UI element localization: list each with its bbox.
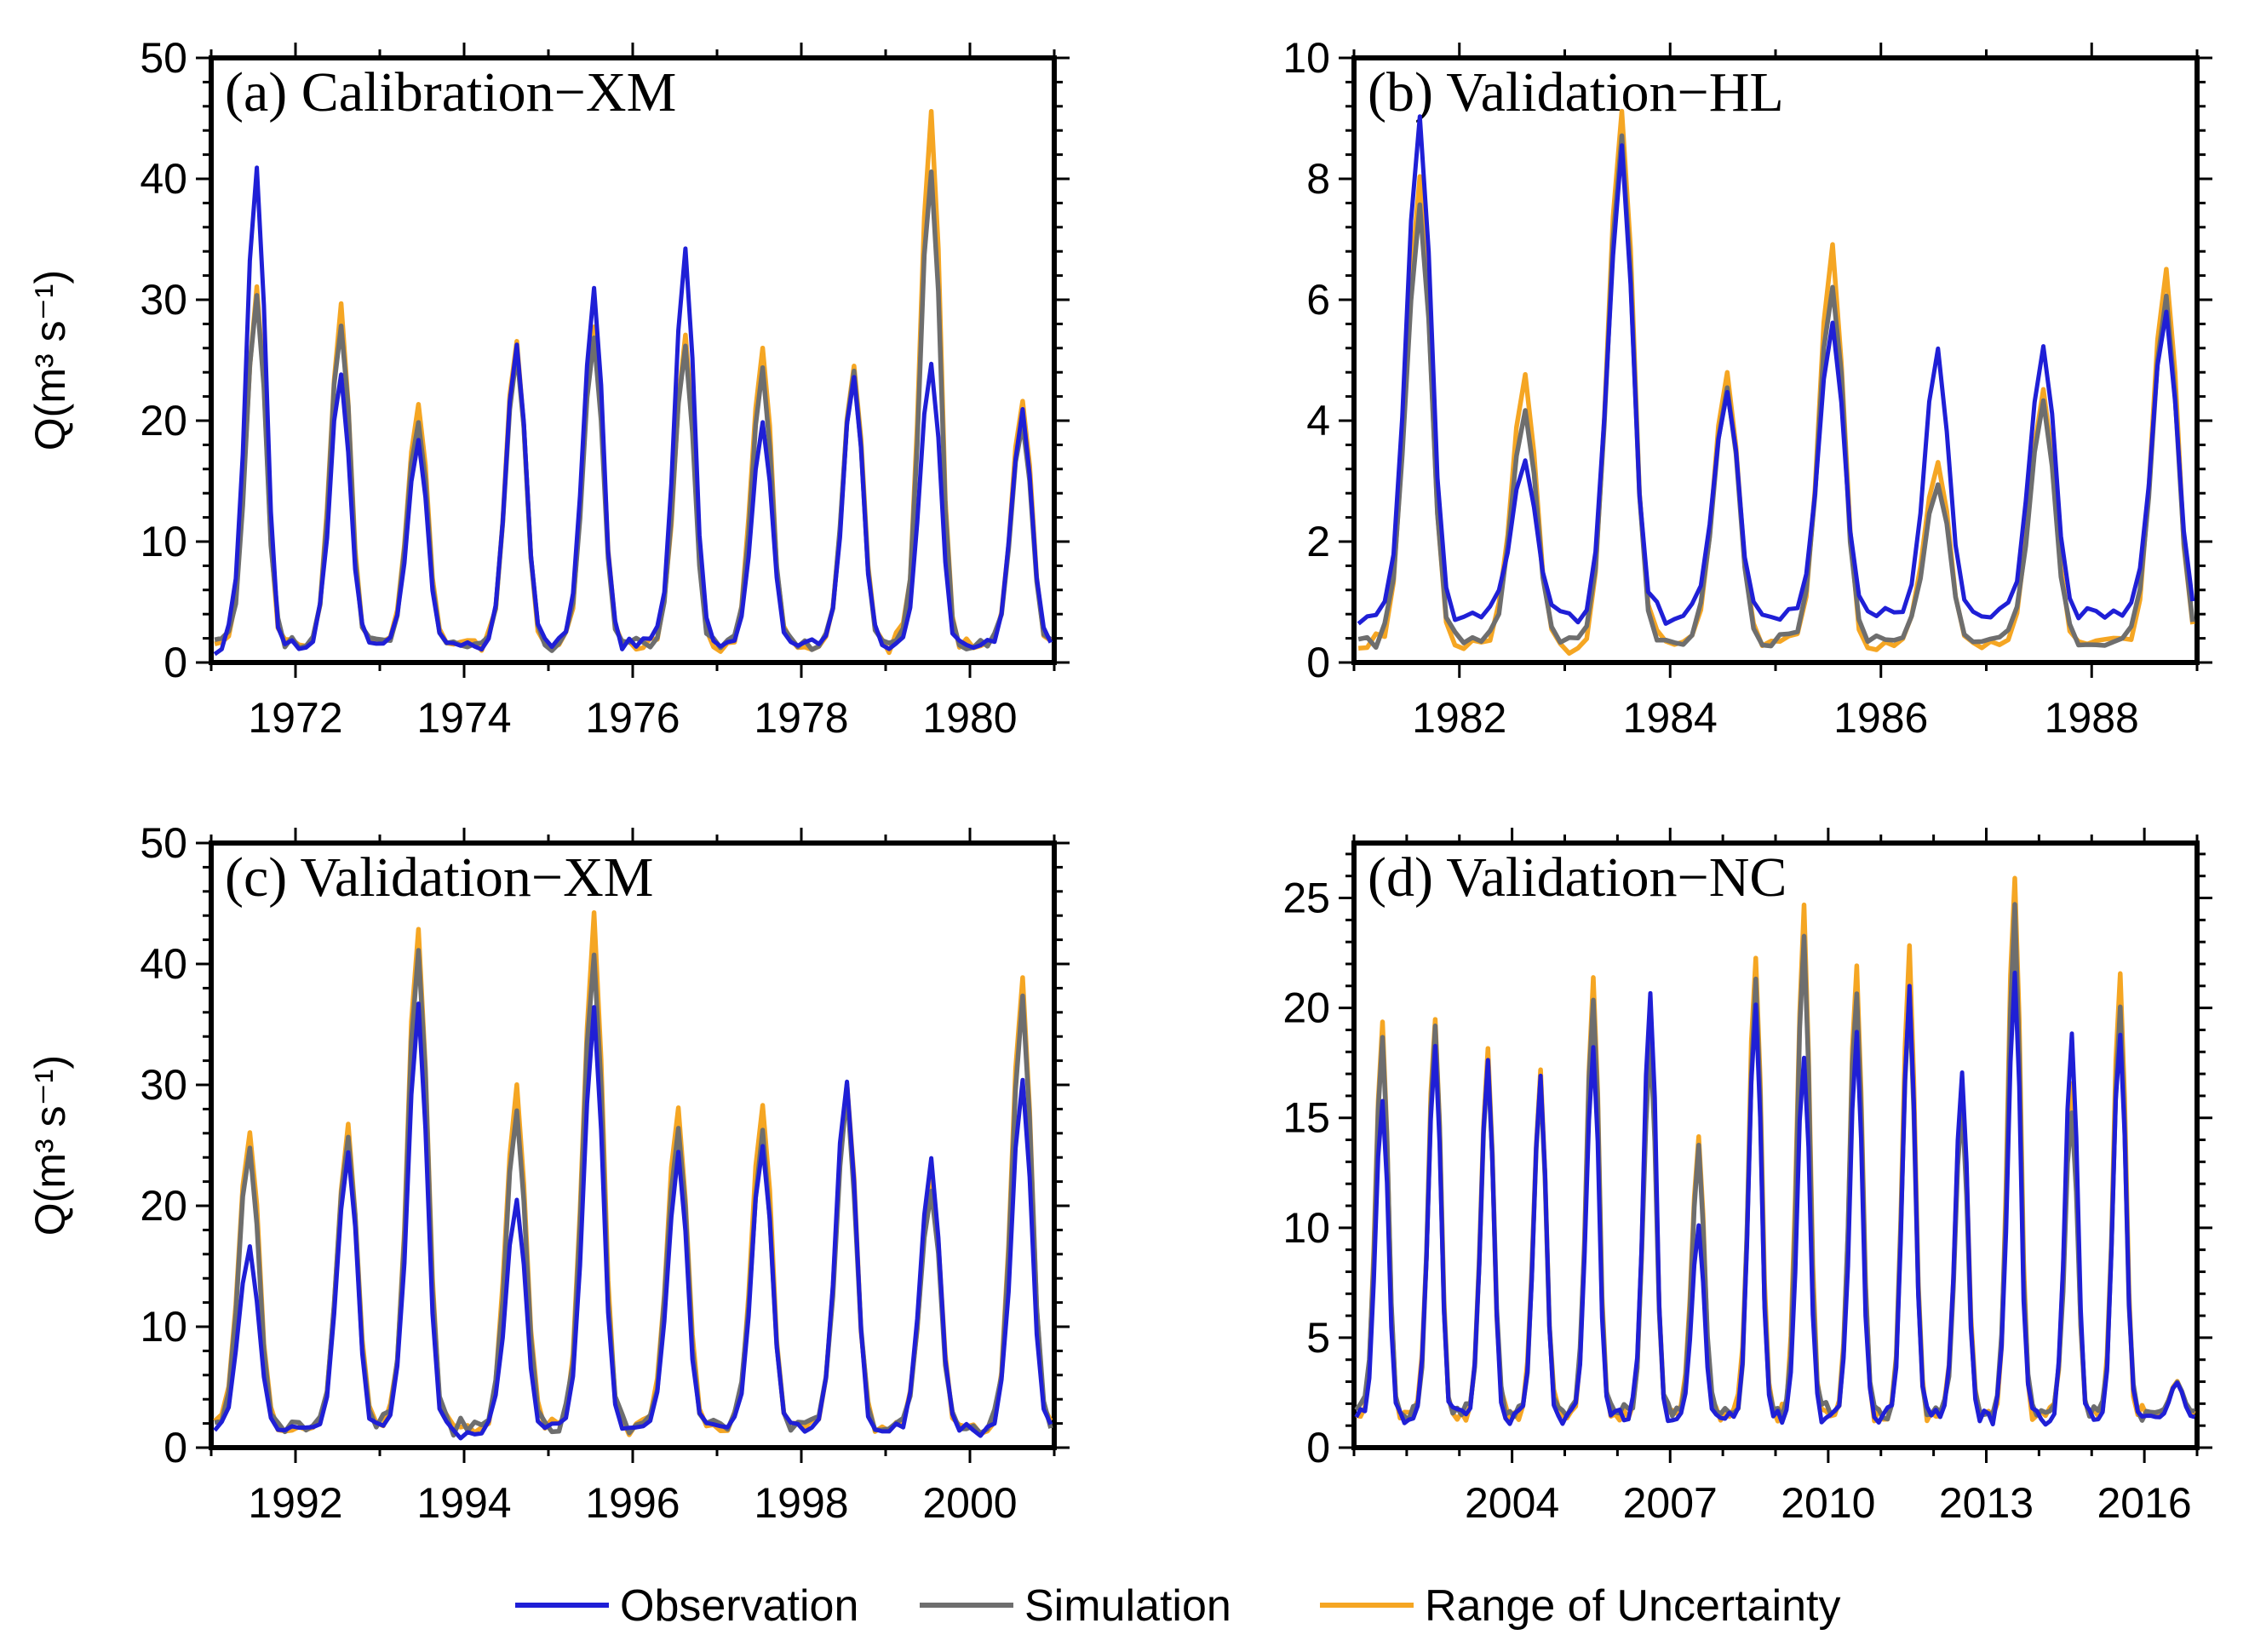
- panel-title: (c) Validation−XM: [225, 846, 653, 909]
- y-tick-label: 50: [140, 819, 187, 867]
- series-line-observation: [213, 165, 1053, 657]
- y-tick-label: 50: [140, 34, 187, 82]
- panel-title: (d) Validation−NC: [1368, 846, 1787, 909]
- legend-label-simulation: Simulation: [1024, 1581, 1231, 1631]
- y-axis-label: Q(m³ s⁻¹): [26, 1055, 74, 1236]
- y-tick-label: 30: [140, 276, 187, 324]
- y-tick-label: 25: [1282, 875, 1330, 922]
- y-tick-label: 30: [140, 1061, 187, 1109]
- legend-label-observation: Observation: [620, 1581, 858, 1631]
- x-tick-label: 2007: [1623, 1479, 1718, 1527]
- plot-frame: [1351, 55, 2200, 665]
- x-tick-label: 1992: [248, 1479, 342, 1527]
- y-tick-label: 40: [140, 155, 187, 203]
- y-tick-label: 0: [164, 639, 187, 686]
- panel-4: 0 5 10 15 20 25 2004 2007 2010 2013 2016 (d) Valida…: [1282, 828, 2212, 1527]
- y-tick-label: 20: [1282, 984, 1330, 1032]
- y-tick-label: 2: [1306, 518, 1330, 565]
- x-tick-label: 2010: [1781, 1479, 1875, 1527]
- x-tick-label: 1994: [416, 1479, 511, 1527]
- y-tick-label: 0: [164, 1424, 187, 1471]
- panel-title: (a) Calibration−XM: [225, 61, 676, 123]
- y-tick-label: 0: [1306, 1424, 1330, 1471]
- x-tick-label: 1984: [1623, 694, 1718, 742]
- x-tick-label: 2013: [1939, 1479, 2034, 1527]
- x-tick-label: 1996: [585, 1479, 680, 1527]
- x-tick-label: 2004: [1465, 1479, 1559, 1527]
- x-tick-label: 1978: [754, 694, 848, 742]
- x-tick-label: 1976: [585, 694, 680, 742]
- series-line-simulation: [1357, 133, 2195, 651]
- series-line-observation: [213, 1001, 1053, 1441]
- y-tick-label: 10: [140, 1303, 187, 1351]
- series-line-range-of-uncertainty: [213, 909, 1053, 1437]
- y-tick-label: 15: [1282, 1094, 1330, 1142]
- y-tick-label: 20: [140, 397, 187, 445]
- x-tick-label: 1972: [248, 694, 342, 742]
- y-tick-label: 6: [1306, 276, 1330, 324]
- panel-1: 0 10 20 30 40 50 1972 1974 1976 1978 1980 (a) Calib…: [26, 34, 1070, 742]
- y-tick-label: 10: [1282, 34, 1330, 82]
- panel-2: 0 2 4 6 8 10 1982 1984 1986 1988 (b) Validation−HL: [1282, 34, 2212, 742]
- x-tick-label: 1988: [2045, 694, 2139, 742]
- y-tick-label: 10: [140, 518, 187, 565]
- y-tick-label: 8: [1306, 155, 1330, 203]
- legend-label-uncertainty: Range of Uncertainty: [1425, 1581, 1841, 1631]
- x-tick-label: 1998: [754, 1479, 848, 1527]
- legend: Observation Simulation Range of Uncertai…: [515, 1581, 1841, 1631]
- panel-3: 0 10 20 30 40 50 1992 1994 1996 1998 2000 (c) Valid…: [26, 819, 1070, 1527]
- x-tick-label: 1980: [922, 694, 1017, 742]
- series-line-observation: [1354, 970, 2196, 1427]
- y-tick-label: 10: [1282, 1204, 1330, 1252]
- y-tick-label: 40: [140, 940, 187, 988]
- x-tick-label: 1974: [416, 694, 511, 742]
- x-tick-label: 1982: [1412, 694, 1506, 742]
- y-axis-label: Q(m³ s⁻¹): [26, 270, 74, 450]
- panel-title: (b) Validation−HL: [1368, 61, 1784, 123]
- y-tick-label: 0: [1306, 639, 1330, 686]
- y-tick-label: 4: [1306, 397, 1330, 445]
- y-tick-label: 5: [1306, 1314, 1330, 1362]
- series-line-observation: [1357, 114, 2195, 626]
- x-tick-label: 2000: [922, 1479, 1017, 1527]
- x-tick-label: 2016: [2097, 1479, 2192, 1527]
- plot-frame: [209, 840, 1057, 1450]
- y-tick-label: 20: [140, 1182, 187, 1230]
- x-tick-label: 1986: [1833, 694, 1928, 742]
